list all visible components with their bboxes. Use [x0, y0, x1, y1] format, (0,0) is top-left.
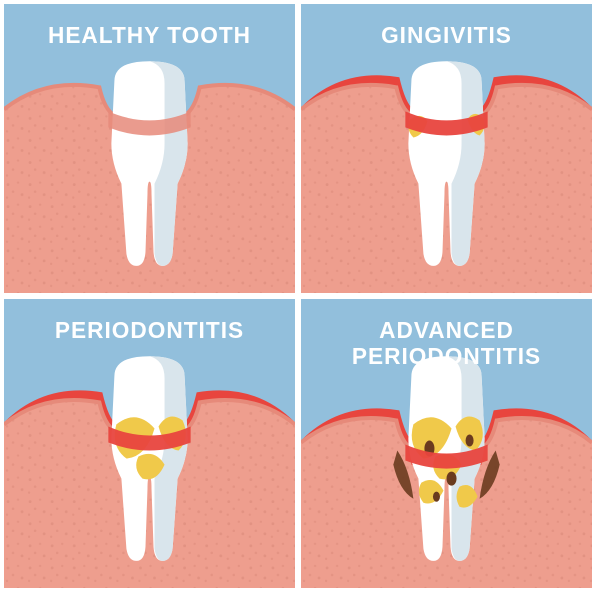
panel-advperio: ADVANCEDPERIODONTITIS: [301, 299, 592, 588]
panel-title-perio: PERIODONTITIS: [4, 317, 295, 343]
infographic-grid: HEALTHY TOOTH GIN: [0, 0, 596, 592]
panel-perio: PERIODONTITIS: [4, 299, 295, 588]
panel-ging: GINGIVITIS: [301, 4, 592, 293]
panel-title-advperio: ADVANCEDPERIODONTITIS: [301, 317, 592, 369]
panel-healthy: HEALTHY TOOTH: [4, 4, 295, 293]
panel-title-healthy: HEALTHY TOOTH: [4, 22, 295, 48]
panel-title-ging: GINGIVITIS: [301, 22, 592, 48]
